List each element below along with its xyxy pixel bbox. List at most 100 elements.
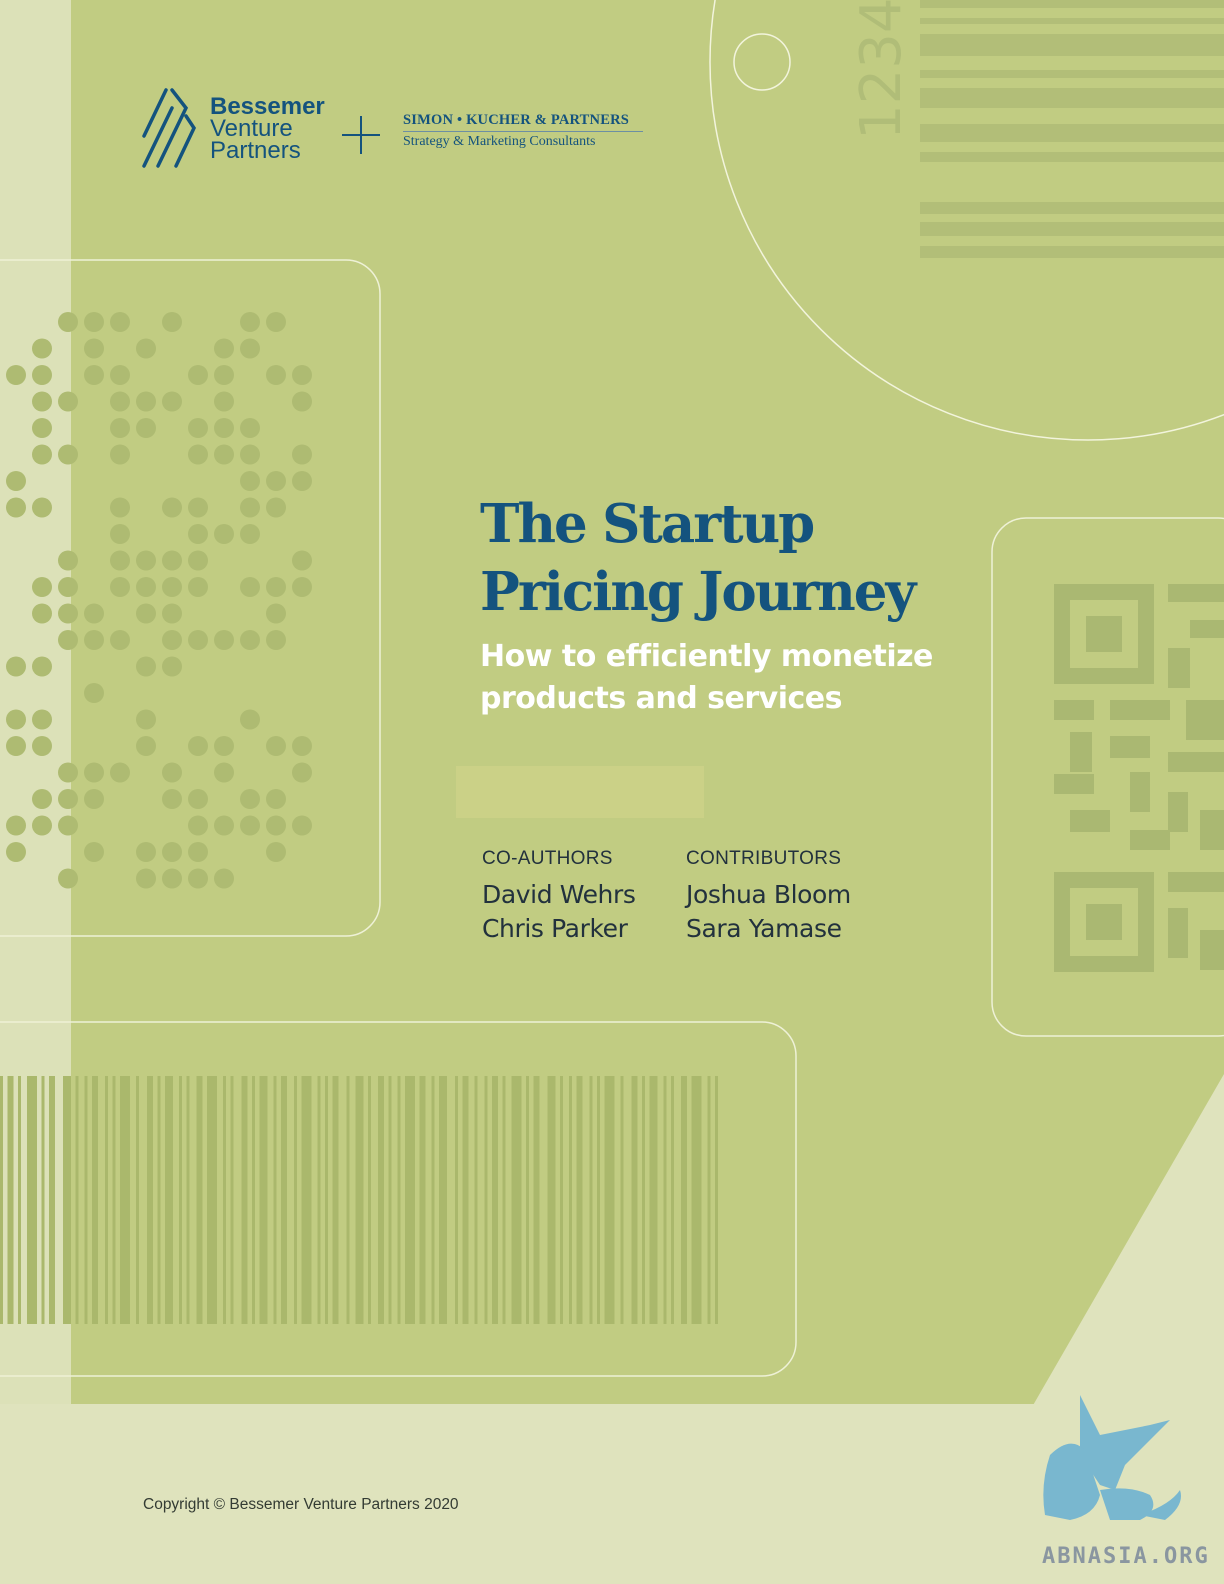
pattern-dot [136,603,156,624]
barcode-bar [41,1076,45,1324]
barcode-bar [569,1076,572,1324]
barcode-card-outline [0,1021,797,1377]
pattern-dot [266,736,286,756]
barcode-bar [136,1076,139,1324]
pattern-dot [162,312,182,332]
pattern-dot [58,815,78,836]
pattern-dot [84,789,104,809]
pattern-dot [266,842,286,862]
barcode-bar [241,1076,248,1324]
pattern-dot [266,312,286,332]
pattern-dot [162,577,182,597]
barcode-bar [147,1076,153,1324]
pattern-dot [162,391,182,412]
pattern-dot [188,524,208,544]
barcode-bar [84,1076,88,1324]
pattern-dot [162,630,182,650]
barcode-bar [0,1076,3,1324]
pattern-dot [188,497,208,518]
pattern-dot [240,524,260,544]
pattern-dot [32,577,52,597]
bessemer-logo: Bessemer Venture Partners [142,88,332,172]
cover-subtitle-line-1: How to efficiently monetize [480,639,933,674]
highlight-bar [456,766,704,818]
pattern-dot [214,338,234,359]
barcode-bar [27,1076,37,1324]
pattern-dot [84,842,104,862]
barcode-bar [18,1076,21,1324]
barcode-bar [388,1076,392,1324]
barcode-bar [196,1076,203,1324]
pattern-dot [110,524,130,544]
pattern-dot [32,736,52,756]
barcode-bar [368,1076,371,1324]
pattern-dot [240,577,260,597]
pattern-dot [32,815,52,836]
pattern-dot [240,815,260,836]
barcode-bar [179,1076,182,1324]
pattern-dot [214,815,234,836]
pattern-dot [266,365,286,385]
barcode-bar [576,1076,583,1324]
barcode-bar [492,1076,498,1324]
pattern-dot [58,391,78,412]
pattern-dot [292,444,312,465]
barcode-bar [325,1076,328,1324]
pattern-dot [84,630,104,650]
barcode-bar [332,1076,339,1324]
barcode-bar [589,1076,593,1324]
barcode-bar [419,1076,426,1324]
cover-subtitle: How to efficiently monetize products and… [480,636,933,720]
pattern-dot [188,630,208,650]
pattern-dot [266,630,286,650]
coauthors-heading: CO-AUTHORS [482,848,613,869]
pattern-dot [32,656,52,677]
barcode-bar [378,1076,384,1324]
simon-kucher-tagline: Strategy & Marketing Consultants [403,134,596,149]
pattern-dot [292,577,312,597]
pattern-dot [58,577,78,597]
bessemer-wordmark: Bessemer Venture Partners [210,95,325,164]
pattern-dot [188,842,208,862]
barcode-bar [502,1076,506,1324]
contributors-block: CONTRIBUTORS Joshua Bloom Sara Yamase [686,848,851,946]
coauthor-name: David Wehrs [482,880,636,909]
simon-kucher-logo: SIMON • KUCHER & PARTNERS Strategy & Mar… [403,112,643,150]
barcode-bar [474,1076,478,1324]
barcode-bar [112,1076,116,1324]
cover-title-line-2: Pricing Journey [480,561,916,623]
barcode-bar [105,1076,108,1324]
barcode-bar [715,1076,718,1324]
pattern-dot [214,365,234,385]
pattern-dot [32,603,52,624]
pattern-dot [188,815,208,836]
top-barcode [920,0,1224,258]
bottom-barcode [0,1076,718,1324]
barcode-bar [294,1076,297,1324]
pattern-dot [110,762,130,783]
pattern-dot [84,312,104,332]
barcode-bar [455,1076,458,1324]
copyright-notice: Copyright © Bessemer Venture Partners 20… [143,1496,459,1513]
pattern-dot [110,630,130,650]
pattern-dot [84,683,104,703]
barcode-bar [649,1076,658,1324]
barcode-bar [223,1076,226,1324]
pattern-dot [162,842,182,862]
bessemer-word-3: Partners [210,137,301,164]
pattern-dot [58,868,78,889]
pattern-dot [266,577,286,597]
contributor-name: Sara Yamase [686,914,842,943]
barcode-bar [355,1076,364,1324]
pattern-dot [214,418,234,438]
barcode-bar [92,1076,98,1324]
pattern-dot [162,868,182,889]
pattern-dot [188,550,208,571]
griffin-icon [1043,1395,1181,1520]
qr-card-outline [991,517,1224,1037]
pattern-dot [292,471,312,491]
pattern-dot [6,365,26,385]
pattern-dot [6,815,26,836]
pattern-dot [188,444,208,465]
watermark: ABNASIA.ORG [1040,1395,1224,1575]
